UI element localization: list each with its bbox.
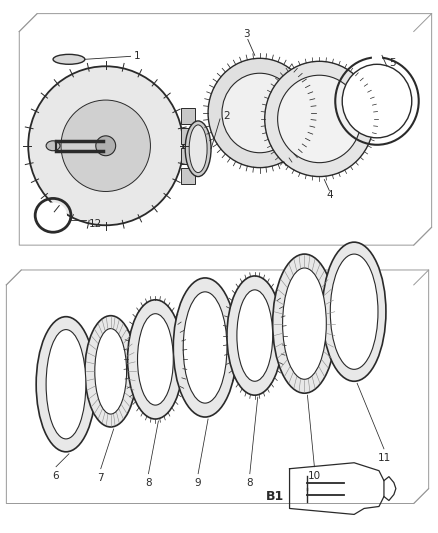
Ellipse shape [46, 329, 86, 439]
Ellipse shape [342, 64, 412, 138]
FancyBboxPatch shape [181, 168, 195, 183]
Ellipse shape [85, 316, 137, 427]
Text: 1: 1 [134, 51, 140, 61]
Text: 8: 8 [247, 478, 253, 488]
Ellipse shape [138, 314, 173, 405]
FancyBboxPatch shape [181, 128, 195, 144]
Text: 5: 5 [389, 58, 396, 68]
Ellipse shape [173, 278, 237, 417]
Ellipse shape [189, 125, 207, 173]
Text: 11: 11 [377, 453, 391, 463]
Ellipse shape [28, 66, 183, 225]
Ellipse shape [237, 290, 273, 381]
Text: 3: 3 [244, 29, 250, 39]
Ellipse shape [283, 268, 326, 379]
Text: 10: 10 [308, 471, 321, 481]
Text: 6: 6 [53, 471, 60, 481]
Ellipse shape [227, 276, 283, 395]
Ellipse shape [95, 329, 127, 414]
Ellipse shape [222, 73, 297, 153]
Ellipse shape [36, 317, 96, 452]
Text: 9: 9 [195, 478, 201, 488]
Ellipse shape [185, 121, 211, 176]
Ellipse shape [46, 141, 60, 151]
Text: 12: 12 [89, 219, 102, 229]
Ellipse shape [273, 254, 336, 393]
Text: B1: B1 [266, 490, 285, 503]
Ellipse shape [96, 136, 116, 156]
Ellipse shape [278, 75, 361, 163]
Ellipse shape [61, 100, 150, 191]
Ellipse shape [127, 300, 183, 419]
FancyBboxPatch shape [181, 108, 195, 124]
Ellipse shape [330, 254, 378, 369]
Ellipse shape [183, 292, 227, 403]
Ellipse shape [39, 203, 67, 228]
Text: 2: 2 [223, 111, 230, 121]
Ellipse shape [208, 58, 311, 168]
Text: 8: 8 [145, 478, 152, 488]
Ellipse shape [265, 61, 374, 176]
Text: 4: 4 [326, 190, 332, 200]
Text: 7: 7 [97, 473, 104, 483]
FancyBboxPatch shape [181, 148, 195, 164]
Ellipse shape [322, 242, 386, 381]
Ellipse shape [53, 54, 85, 64]
